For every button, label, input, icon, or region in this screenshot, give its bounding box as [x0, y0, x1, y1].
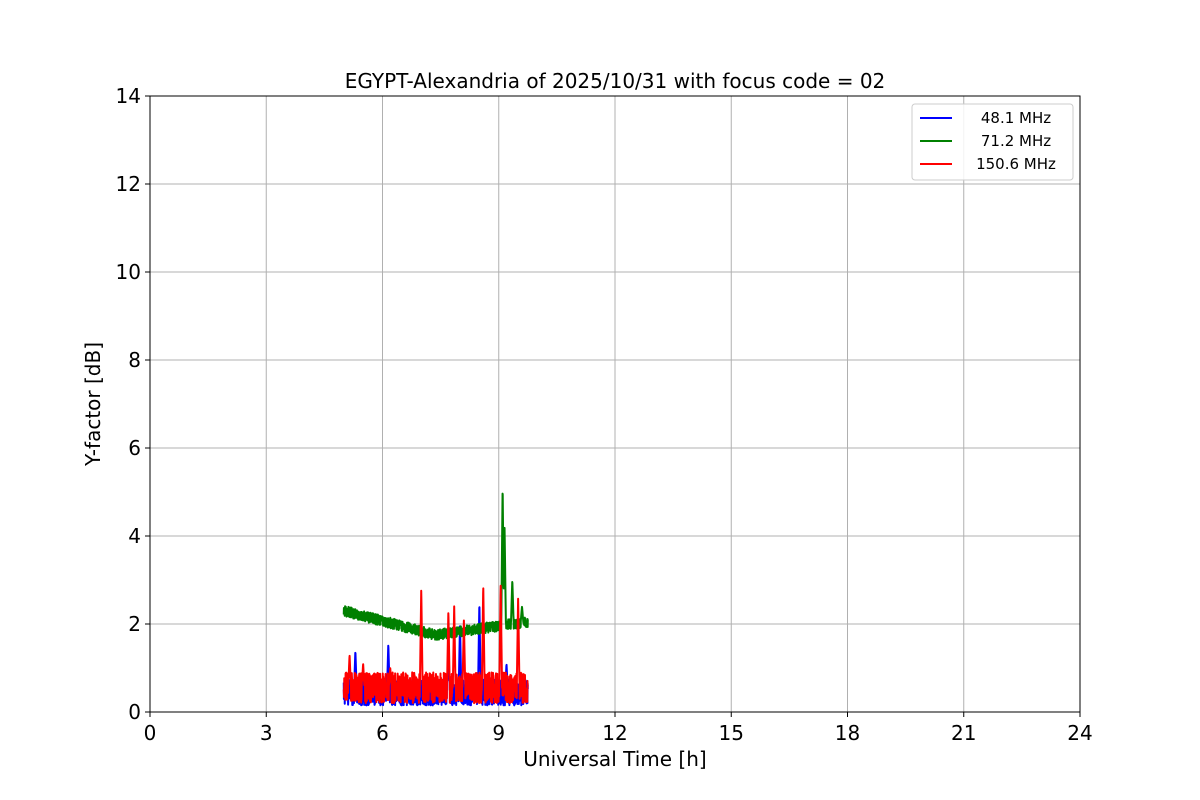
y-axis-label: Y-factor [dB] — [81, 342, 105, 467]
x-tick-label: 6 — [376, 721, 389, 745]
x-tick-label: 9 — [492, 721, 505, 745]
x-tick-label: 0 — [144, 721, 157, 745]
y-tick-label: 2 — [128, 612, 141, 636]
y-tick-label: 8 — [128, 348, 141, 372]
chart-title: EGYPT-Alexandria of 2025/10/31 with focu… — [345, 69, 886, 93]
x-tick-label: 15 — [719, 721, 744, 745]
legend-label-150mhz: 150.6 MHz — [976, 155, 1056, 173]
y-tick-label: 0 — [128, 700, 141, 724]
legend-box — [911, 103, 1074, 181]
y-tick-label: 6 — [128, 436, 141, 460]
y-tick-label: 10 — [116, 260, 141, 284]
series-150mhz — [342, 584, 529, 705]
x-tick-label: 3 — [260, 721, 273, 745]
x-axis-label: Universal Time [h] — [523, 747, 706, 771]
legend-label-71mhz: 71.2 MHz — [981, 132, 1051, 150]
legend-label-48mhz: 48.1 MHz — [981, 109, 1051, 127]
series-group — [342, 492, 529, 707]
x-tick-label: 12 — [602, 721, 627, 745]
x-tick-label: 21 — [951, 721, 976, 745]
series-71mhz — [342, 492, 529, 641]
x-tick-label: 18 — [835, 721, 860, 745]
y-tick-label: 12 — [116, 172, 141, 196]
y-tick-label: 14 — [116, 84, 141, 108]
legend: 48.1 MHz 71.2 MHz 150.6 MHz — [911, 103, 1074, 181]
y-tick-label: 4 — [128, 524, 141, 548]
x-tick-label: 24 — [1067, 721, 1092, 745]
